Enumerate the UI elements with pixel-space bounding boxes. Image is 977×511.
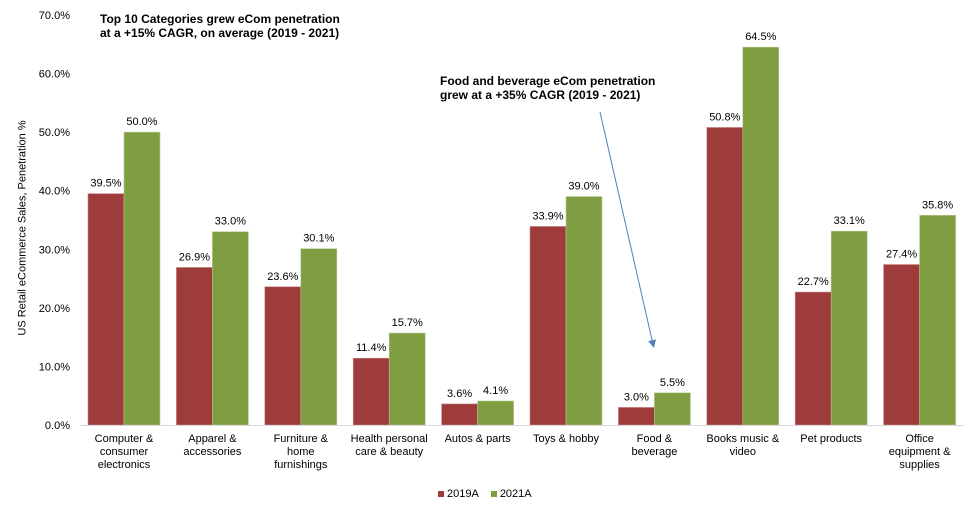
- data-label-2019a-7: 50.8%: [709, 111, 740, 123]
- data-labels: 39.5% 26.9% 23.6% 11.4% 3.6% 33.9% 3.0% 50.8% 22…: [90, 31, 953, 403]
- data-label-2019a-4: 3.6%: [447, 388, 472, 400]
- y-tick-label: 30.0%: [39, 244, 70, 256]
- data-label-2019a-8: 22.7%: [798, 276, 829, 288]
- legend-label-2021a: 2021A: [499, 488, 532, 500]
- y-axis-label: US Retail eCommerce Sales, Penetration %: [16, 120, 29, 336]
- bar-2021a-4: [477, 400, 514, 426]
- bar-2021a-9: [919, 215, 956, 426]
- y-tick-label: 70.0%: [39, 10, 70, 22]
- bar-2021a-7: [742, 46, 780, 426]
- bar-2021a-0: [123, 131, 161, 426]
- data-label-2021a-8: 33.1%: [834, 215, 865, 227]
- data-label-2021a-6: 5.5%: [660, 377, 685, 389]
- data-label-2021a-4: 4.1%: [483, 385, 508, 397]
- bar-2021a-1: [212, 231, 249, 426]
- y-tick-label: 20.0%: [39, 303, 70, 315]
- data-label-2019a-3: 11.4%: [356, 342, 387, 354]
- data-label-2019a-2: 23.6%: [267, 271, 298, 283]
- x-category-label: Autos & parts: [444, 433, 511, 445]
- legend-swatch-2019a: [438, 491, 444, 497]
- bar-2021a-5: [565, 196, 603, 426]
- data-label-2019a-5: 33.9%: [532, 210, 563, 222]
- y-tick-label: 10.0%: [39, 361, 70, 373]
- legend-item-2021a: 2021A: [490, 488, 532, 500]
- data-label-2019a-6: 3.0%: [624, 391, 649, 403]
- annotation-arrow: [599, 111, 656, 348]
- data-label-2019a-1: 26.9%: [179, 251, 210, 263]
- x-category-label: Furniture & home furnishings: [273, 433, 328, 471]
- annotation-arrow-line: [599, 111, 656, 348]
- y-tick-label: 40.0%: [39, 186, 70, 198]
- data-label-2019a-0: 39.5%: [90, 178, 121, 190]
- bar-2021a-8: [830, 230, 868, 426]
- data-label-2021a-9: 35.8%: [922, 199, 953, 211]
- legend: 2019A 2021A: [438, 488, 532, 500]
- data-label-2021a-3: 15.7%: [392, 317, 423, 329]
- data-label-2021a-1: 33.0%: [215, 216, 246, 228]
- bar-2019a-1: [176, 267, 213, 426]
- y-tick-label: 0.0%: [45, 420, 70, 432]
- bar-2019a-6: [618, 407, 655, 426]
- bar-2019a-4: [441, 403, 478, 426]
- x-category-label: Books music & video: [706, 433, 780, 458]
- bar-2021a-6: [654, 392, 691, 426]
- bar-2021a-2: [300, 248, 338, 426]
- bar-2019a-5: [529, 226, 567, 426]
- bar-2019a-9: [883, 264, 920, 426]
- y-tick-label: 60.0%: [39, 69, 70, 81]
- data-label-2021a-5: 39.0%: [568, 181, 599, 193]
- bar-2019a-3: [352, 357, 390, 426]
- annotation-food-beverage-cagr: Food and beverage eCom penetration grew …: [440, 74, 656, 102]
- legend-item-2019a: 2019A: [438, 488, 479, 500]
- data-label-2021a-2: 30.1%: [303, 233, 334, 245]
- x-category-label: Pet products: [800, 433, 863, 445]
- x-category-label: Toys & hobby: [532, 433, 600, 445]
- legend-swatch-2021a: [490, 491, 497, 497]
- bars: [87, 46, 956, 426]
- data-label-2021a-7: 64.5%: [745, 31, 776, 43]
- bar-2019a-2: [264, 286, 302, 426]
- x-category-label: Health personal care & beauty: [350, 433, 428, 458]
- data-label-2021a-0: 50.0%: [126, 116, 157, 128]
- x-category-label: Apparel & accessories: [183, 433, 242, 458]
- bar-2019a-0: [87, 193, 125, 426]
- bar-2019a-8: [794, 291, 832, 426]
- x-category-label: Food & beverage: [631, 433, 678, 458]
- bar-2019a-7: [706, 127, 744, 426]
- y-axis-ticks: 0.0% 10.0% 20.0% 30.0% 40.0% 50.0% 60.0% 70.0%: [39, 10, 70, 432]
- x-category-label: Office equipment & supplies: [888, 433, 951, 471]
- x-category-label: Computer & consumer electronics: [94, 433, 154, 471]
- data-label-2019a-9: 27.4%: [886, 249, 917, 261]
- y-tick-label: 50.0%: [39, 127, 70, 139]
- legend-label-2019a: 2019A: [447, 488, 479, 500]
- bar-2021a-3: [388, 332, 426, 426]
- annotation-top10-cagr: Top 10 Categories grew eCom penetration …: [100, 12, 340, 40]
